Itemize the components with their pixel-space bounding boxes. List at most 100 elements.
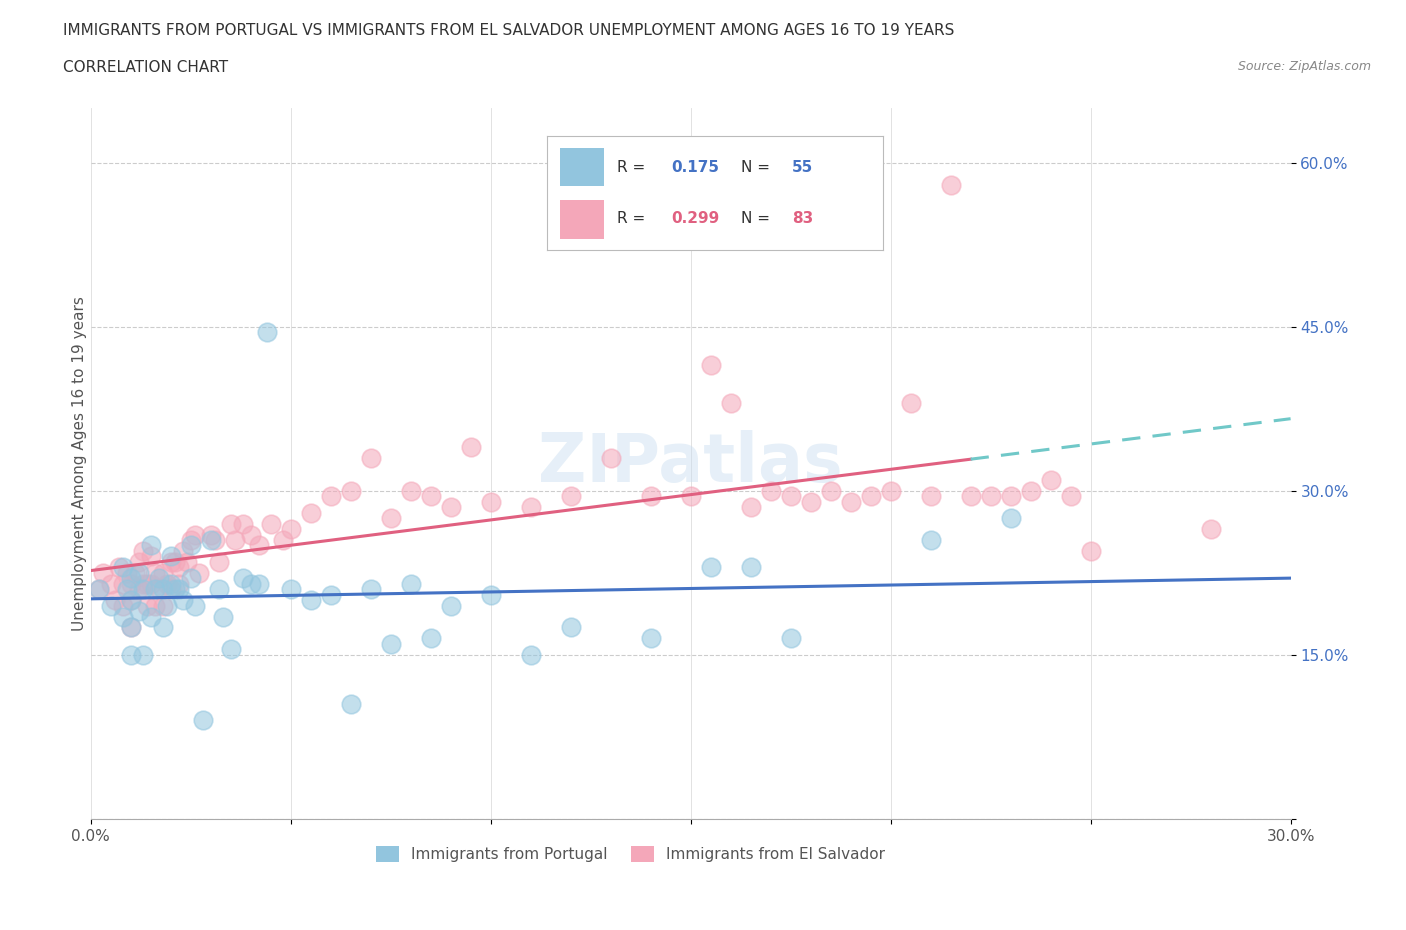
- Point: [143, 598, 166, 613]
- Point: [380, 636, 402, 651]
- Point: [120, 620, 142, 635]
- Point: [139, 549, 162, 564]
- Point: [560, 489, 582, 504]
- Point: [271, 533, 294, 548]
- Point: [920, 489, 942, 504]
- Point: [172, 543, 194, 558]
- Point: [360, 450, 382, 465]
- Point: [679, 489, 702, 504]
- Text: IMMIGRANTS FROM PORTUGAL VS IMMIGRANTS FROM EL SALVADOR UNEMPLOYMENT AMONG AGES : IMMIGRANTS FROM PORTUGAL VS IMMIGRANTS F…: [63, 23, 955, 38]
- Point: [1019, 484, 1042, 498]
- Point: [111, 560, 134, 575]
- Point: [900, 396, 922, 411]
- Point: [360, 582, 382, 597]
- Point: [111, 609, 134, 624]
- Point: [920, 533, 942, 548]
- Point: [120, 647, 142, 662]
- Point: [120, 592, 142, 607]
- Point: [131, 647, 153, 662]
- Point: [163, 554, 186, 569]
- Point: [131, 582, 153, 597]
- Legend: Immigrants from Portugal, Immigrants from El Salvador: Immigrants from Portugal, Immigrants fro…: [370, 840, 891, 868]
- Point: [479, 494, 502, 509]
- Point: [399, 484, 422, 498]
- Point: [219, 642, 242, 657]
- Point: [87, 582, 110, 597]
- Point: [91, 565, 114, 580]
- Point: [720, 396, 742, 411]
- Point: [152, 582, 174, 597]
- Point: [167, 560, 190, 575]
- Point: [139, 577, 162, 591]
- Point: [519, 647, 541, 662]
- Point: [180, 571, 202, 586]
- Point: [200, 533, 222, 548]
- Point: [232, 516, 254, 531]
- Point: [172, 592, 194, 607]
- Point: [159, 577, 181, 591]
- Point: [247, 577, 270, 591]
- Point: [87, 582, 110, 597]
- Point: [859, 489, 882, 504]
- Y-axis label: Unemployment Among Ages 16 to 19 years: Unemployment Among Ages 16 to 19 years: [72, 296, 87, 631]
- Point: [959, 489, 981, 504]
- Point: [159, 582, 181, 597]
- Point: [460, 440, 482, 455]
- Point: [143, 565, 166, 580]
- Point: [519, 499, 541, 514]
- Point: [120, 577, 142, 591]
- Point: [299, 505, 322, 520]
- Point: [135, 598, 157, 613]
- Point: [100, 577, 122, 591]
- Point: [980, 489, 1002, 504]
- Point: [191, 713, 214, 728]
- Point: [152, 620, 174, 635]
- Point: [779, 631, 801, 645]
- Point: [115, 565, 138, 580]
- Point: [128, 604, 150, 618]
- Point: [131, 543, 153, 558]
- Point: [800, 494, 823, 509]
- Point: [319, 587, 342, 602]
- Point: [239, 577, 262, 591]
- Point: [183, 598, 205, 613]
- Point: [120, 620, 142, 635]
- Point: [139, 609, 162, 624]
- Point: [239, 527, 262, 542]
- Point: [180, 538, 202, 553]
- Point: [148, 571, 170, 586]
- Point: [339, 484, 361, 498]
- Point: [176, 554, 198, 569]
- Point: [640, 489, 662, 504]
- Point: [219, 516, 242, 531]
- Point: [152, 598, 174, 613]
- Point: [128, 554, 150, 569]
- Point: [183, 527, 205, 542]
- Point: [699, 357, 721, 372]
- Point: [232, 571, 254, 586]
- Point: [167, 582, 190, 597]
- Point: [259, 516, 281, 531]
- Text: ZIPatlas: ZIPatlas: [538, 431, 844, 497]
- Point: [699, 560, 721, 575]
- Point: [280, 582, 302, 597]
- Point: [124, 565, 146, 580]
- Point: [820, 484, 842, 498]
- Point: [939, 177, 962, 192]
- Point: [740, 560, 762, 575]
- Point: [479, 587, 502, 602]
- Point: [211, 609, 233, 624]
- Point: [107, 560, 129, 575]
- Point: [759, 484, 782, 498]
- Point: [740, 499, 762, 514]
- Point: [299, 592, 322, 607]
- Point: [139, 538, 162, 553]
- Point: [599, 450, 621, 465]
- Point: [439, 598, 461, 613]
- Point: [1059, 489, 1081, 504]
- Point: [200, 527, 222, 542]
- Point: [159, 549, 181, 564]
- Point: [256, 325, 278, 339]
- Point: [419, 631, 441, 645]
- Point: [148, 582, 170, 597]
